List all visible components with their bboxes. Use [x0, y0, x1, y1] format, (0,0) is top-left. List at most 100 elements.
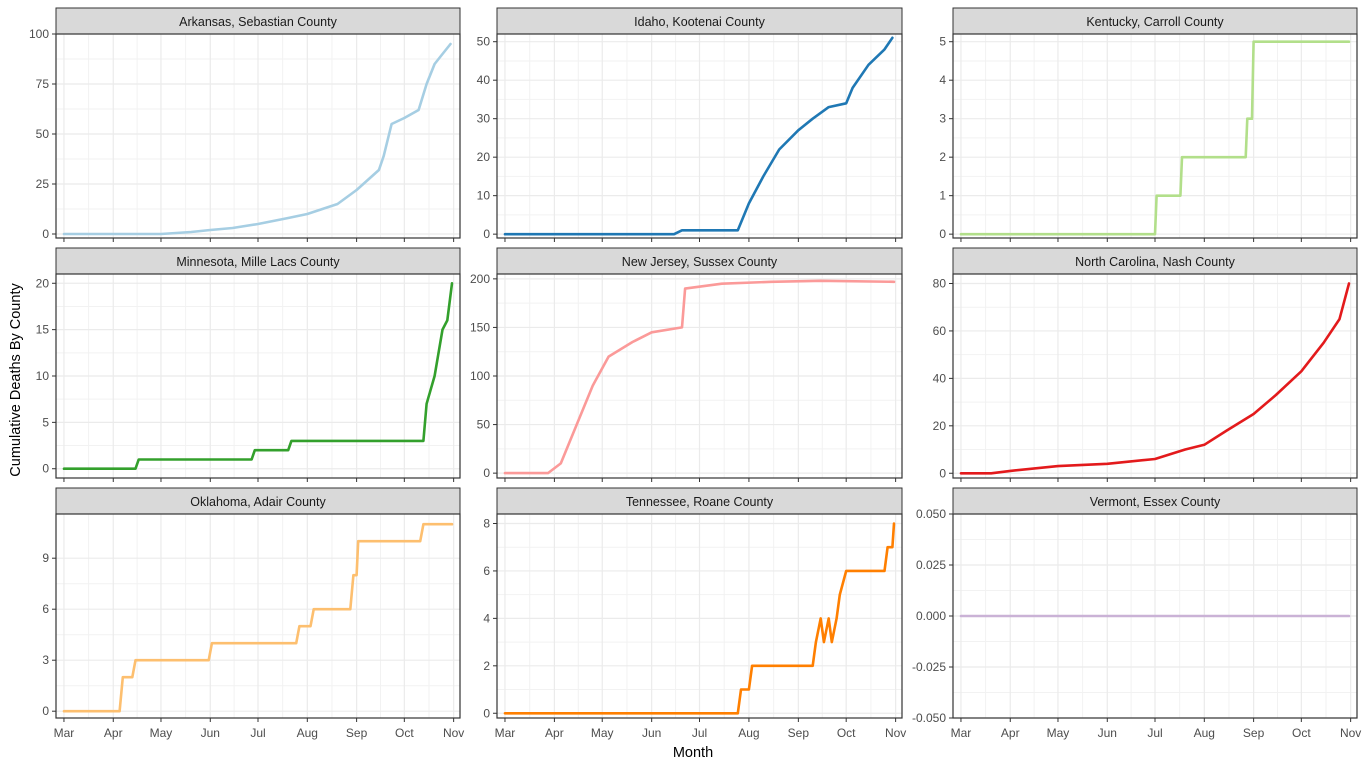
x-tick-label: May [1047, 726, 1070, 740]
y-tick-label: 6 [483, 564, 490, 578]
y-tick-label: 2 [483, 659, 490, 673]
y-tick-label: 50 [36, 127, 50, 141]
y-tick-label: 200 [470, 272, 490, 286]
x-tick-label: Jun [201, 726, 220, 740]
x-tick-label: Jun [1098, 726, 1117, 740]
y-tick-label: 0 [42, 704, 49, 718]
panel-border [55, 33, 461, 239]
panel-border [952, 33, 1358, 239]
y-tick-label: 100 [29, 27, 49, 41]
y-tick-label: -0.025 [912, 660, 946, 674]
x-tick-label: Apr [104, 726, 123, 740]
x-tick-label: Mar [951, 726, 972, 740]
x-tick-label: Oct [837, 726, 856, 740]
y-tick-label: 3 [939, 112, 946, 126]
y-tick-label: 30 [477, 112, 491, 126]
x-tick-label: Nov [1340, 726, 1361, 740]
x-axis-title: Month [673, 745, 713, 761]
x-tick-label: Nov [443, 726, 464, 740]
y-tick-label: 9 [42, 551, 49, 565]
panel-border [55, 513, 461, 719]
y-tick-label: 3 [42, 653, 49, 667]
x-tick-label: Jul [692, 726, 707, 740]
y-tick-label: 5 [42, 415, 49, 429]
x-tick-label: May [150, 726, 173, 740]
facet-panel: Kentucky, Carroll County 0 1 2 3 4 5 [939, 7, 1358, 242]
y-tick-label: 80 [933, 276, 947, 290]
y-axis-title: Cumulative Deaths By County [8, 283, 24, 477]
x-tick-label: Aug [1194, 726, 1215, 740]
series-line [62, 42, 452, 236]
x-tick-label: Apr [1001, 726, 1020, 740]
panel-border [952, 273, 1358, 479]
facet-panel: Minnesota, Mille Lacs County 0 5 10 15 20 [36, 247, 461, 482]
y-tick-label: 50 [477, 418, 491, 432]
y-tick-label: 0 [483, 227, 490, 241]
y-tick-label: 15 [36, 323, 50, 337]
facet-strip [496, 247, 903, 275]
facet-title: Minnesota, Mille Lacs County [176, 255, 340, 269]
y-tick-label: 75 [36, 77, 50, 91]
facet-panel: Oklahoma, Adair County 0 3 6 9 Mar Apr May Jun Ju… [42, 487, 464, 740]
facet-strip [55, 7, 461, 35]
facet-title: Vermont, Essex County [1090, 495, 1221, 509]
y-tick-label: 20 [933, 419, 947, 433]
y-tick-label: 40 [477, 73, 491, 87]
series-line [503, 36, 894, 236]
panel-border [55, 273, 461, 479]
y-tick-label: 5 [939, 35, 946, 49]
y-tick-label: 10 [36, 369, 50, 383]
x-tick-label: Sep [1243, 726, 1265, 740]
y-tick-label: 60 [933, 324, 947, 338]
facet-title: New Jersey, Sussex County [622, 255, 778, 269]
facet-panel: Tennessee, Roane County 0 2 4 6 8 Mar Apr May Jun… [483, 487, 906, 740]
y-tick-label: 0.000 [916, 609, 946, 623]
y-tick-label: 2 [939, 150, 946, 164]
x-tick-label: Aug [738, 726, 759, 740]
y-tick-label: 0 [939, 466, 946, 480]
facet-title: North Carolina, Nash County [1075, 255, 1236, 269]
y-tick-label: 100 [470, 369, 490, 383]
facet-title: Oklahoma, Adair County [190, 495, 326, 509]
y-tick-label: 0 [939, 227, 946, 241]
facet-panel: New Jersey, Sussex County 0 50 100 150 200 [470, 247, 903, 482]
facet-title: Idaho, Kootenai County [634, 15, 765, 29]
y-tick-label: 4 [483, 611, 490, 625]
facet-panel: Idaho, Kootenai County 0 10 20 30 40 50 [477, 7, 903, 242]
y-tick-label: 8 [483, 516, 490, 530]
y-tick-label: 6 [42, 602, 49, 616]
facet-strip [952, 7, 1358, 35]
x-tick-label: Sep [346, 726, 368, 740]
facet-panel: Vermont, Essex County -0.050 -0.025 0.000 0.… [912, 487, 1361, 740]
x-tick-label: Nov [885, 726, 906, 740]
facet-title: Arkansas, Sebastian County [179, 15, 337, 29]
x-tick-label: Oct [1292, 726, 1311, 740]
y-tick-label: 0.050 [916, 507, 946, 521]
y-tick-label: 0 [483, 466, 490, 480]
y-tick-label: 150 [470, 320, 490, 334]
facet-title: Tennessee, Roane County [626, 495, 774, 509]
y-tick-label: 20 [36, 276, 50, 290]
x-tick-label: Mar [495, 726, 516, 740]
facet-title: Kentucky, Carroll County [1086, 15, 1224, 29]
y-tick-label: 0 [42, 462, 49, 476]
panel-border [496, 513, 903, 719]
facet-strip [952, 247, 1358, 275]
x-tick-label: Sep [788, 726, 810, 740]
x-tick-label: May [591, 726, 614, 740]
x-tick-label: Jul [250, 726, 265, 740]
y-tick-label: 20 [477, 150, 491, 164]
y-tick-label: 10 [477, 189, 491, 203]
x-tick-label: Apr [545, 726, 564, 740]
y-tick-label: 0 [42, 227, 49, 241]
y-tick-label: 4 [939, 73, 946, 87]
series-line [503, 279, 896, 475]
series-line [62, 281, 454, 471]
y-tick-label: 1 [939, 189, 946, 203]
facet-panel: Arkansas, Sebastian County 0 25 50 75 100 [29, 7, 461, 242]
y-tick-label: 50 [477, 35, 491, 49]
y-tick-label: 40 [933, 371, 947, 385]
series-line [959, 40, 1351, 236]
series-line [62, 522, 454, 713]
